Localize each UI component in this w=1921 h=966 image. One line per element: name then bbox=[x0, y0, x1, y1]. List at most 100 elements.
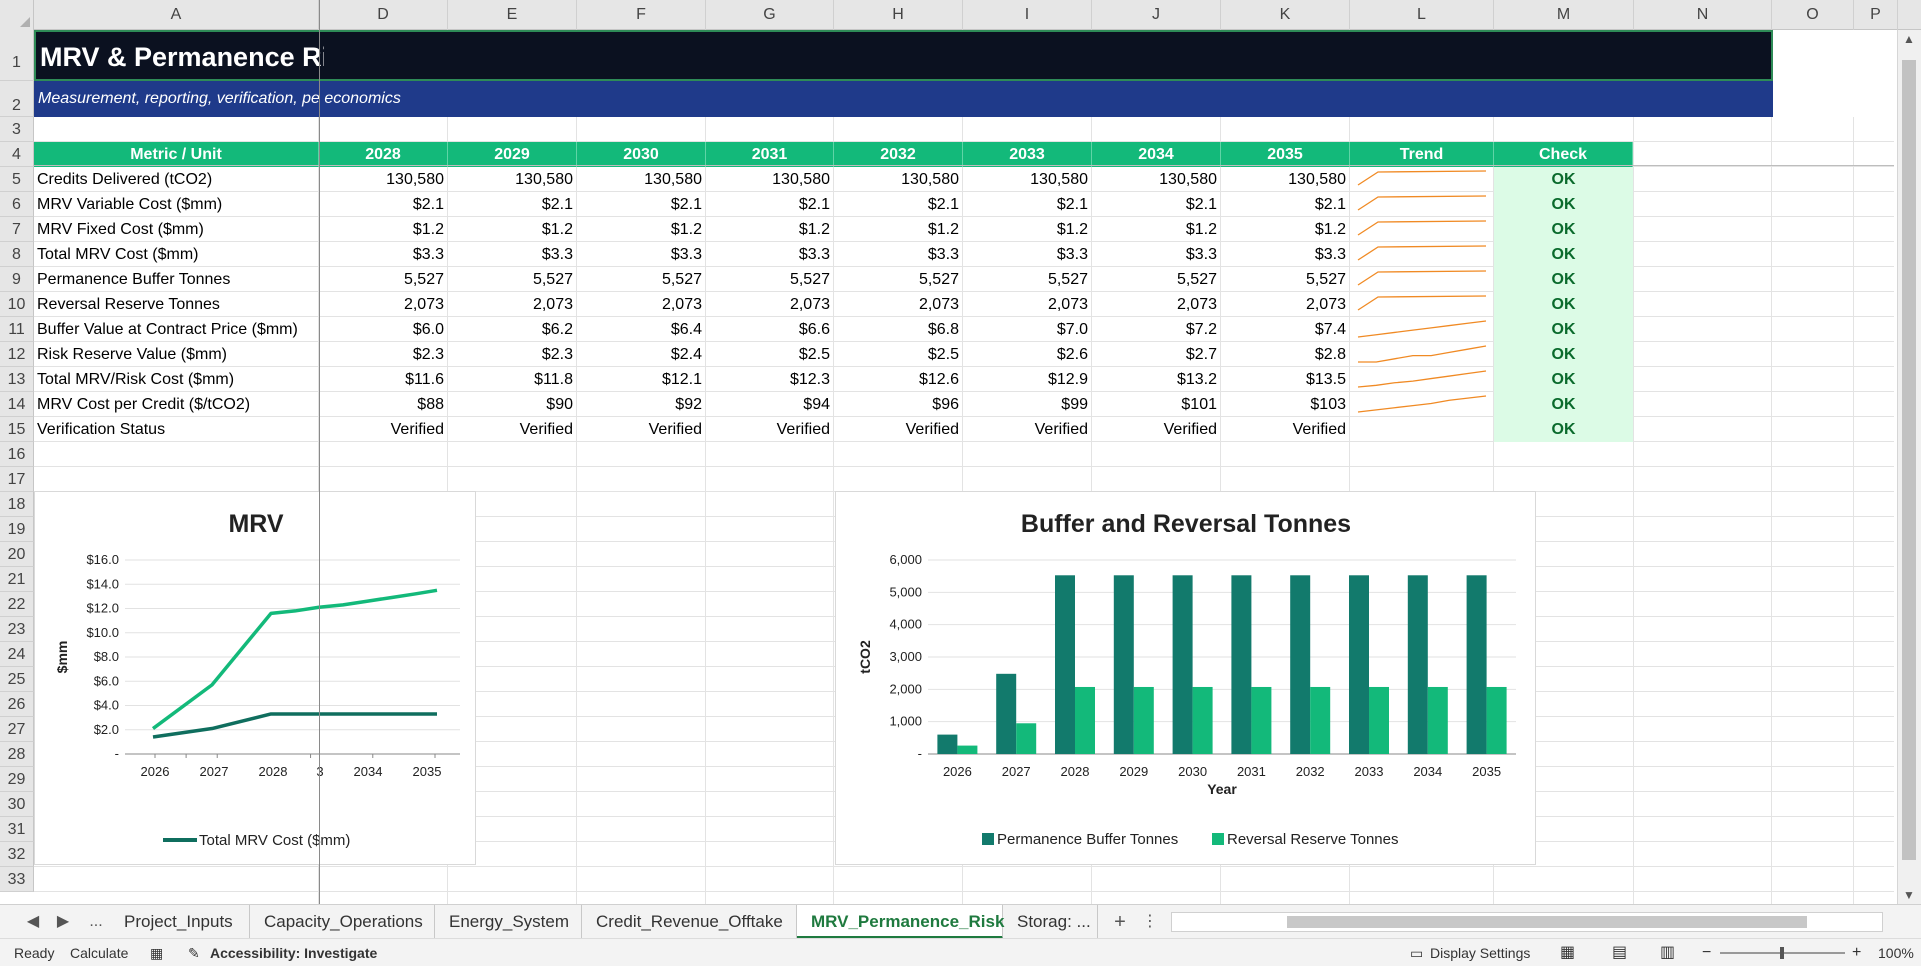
value-cell[interactable]: $1.2 bbox=[1314, 221, 1346, 238]
value-cell[interactable]: $3.3 bbox=[1185, 246, 1217, 263]
column-header-a[interactable]: A bbox=[34, 0, 319, 30]
row-header-5[interactable]: 5 bbox=[0, 167, 34, 192]
row-header-8[interactable]: 8 bbox=[0, 242, 34, 267]
header-cell-6[interactable]: 2033 bbox=[963, 142, 1092, 167]
value-cell[interactable]: $3.3 bbox=[927, 246, 959, 263]
row-header-27[interactable]: 27 bbox=[0, 717, 34, 742]
sheet-tab-energy-system[interactable]: Energy_System bbox=[435, 905, 582, 939]
row-header-19[interactable]: 19 bbox=[0, 517, 34, 542]
value-cell[interactable]: Verified bbox=[905, 421, 959, 438]
column-header-p[interactable]: P bbox=[1854, 0, 1898, 30]
value-cell[interactable]: $7.2 bbox=[1185, 321, 1217, 338]
value-cell[interactable]: $88 bbox=[417, 396, 444, 413]
scroll-up-icon[interactable]: ▲ bbox=[1903, 32, 1915, 46]
value-cell[interactable]: $6.2 bbox=[541, 321, 573, 338]
column-header-f[interactable]: F bbox=[577, 0, 706, 30]
row-header-12[interactable]: 12 bbox=[0, 342, 34, 367]
row-header-3[interactable]: 3 bbox=[0, 117, 34, 142]
value-cell[interactable]: $2.1 bbox=[670, 196, 702, 213]
value-cell[interactable]: $1.2 bbox=[1185, 221, 1217, 238]
value-cell[interactable]: $12.3 bbox=[789, 371, 830, 388]
header-cell-9[interactable]: Trend bbox=[1350, 142, 1494, 167]
header-cell-7[interactable]: 2034 bbox=[1092, 142, 1221, 167]
value-cell[interactable]: 2,073 bbox=[532, 296, 573, 313]
value-cell[interactable]: Verified bbox=[519, 421, 573, 438]
value-cell[interactable]: $2.5 bbox=[798, 346, 830, 363]
value-cell[interactable]: 130,580 bbox=[1288, 171, 1346, 188]
zoom-slider-thumb[interactable] bbox=[1780, 947, 1784, 959]
value-cell[interactable]: $1.2 bbox=[1056, 221, 1088, 238]
metric-label[interactable]: MRV Variable Cost ($mm) bbox=[37, 196, 223, 213]
value-cell[interactable]: $13.5 bbox=[1305, 371, 1346, 388]
value-cell[interactable]: $1.2 bbox=[412, 221, 444, 238]
value-cell[interactable]: $3.3 bbox=[670, 246, 702, 263]
vertical-scrollbar[interactable]: ▲ ▼ bbox=[1897, 30, 1921, 904]
row-header-13[interactable]: 13 bbox=[0, 367, 34, 392]
row-header-6[interactable]: 6 bbox=[0, 192, 34, 217]
sheet-tab-storag-[interactable]: Storag: ... bbox=[1003, 905, 1098, 939]
header-cell-2[interactable]: 2029 bbox=[448, 142, 577, 167]
value-cell[interactable]: 5,527 bbox=[532, 271, 573, 288]
value-cell[interactable]: Verified bbox=[1163, 421, 1217, 438]
row-header-28[interactable]: 28 bbox=[0, 742, 34, 767]
value-cell[interactable]: $99 bbox=[1061, 396, 1088, 413]
value-cell[interactable]: 2,073 bbox=[403, 296, 444, 313]
mrv-cost-chart[interactable]: MRV $mm - $2.0 $4.0 $6.0 $8.0 $10.0 $12.0 $14.0 $1… bbox=[34, 491, 476, 865]
row-header-11[interactable]: 11 bbox=[0, 317, 34, 342]
row-header-4[interactable]: 4 bbox=[0, 142, 34, 167]
metric-label[interactable]: Buffer Value at Contract Price ($mm) bbox=[37, 321, 298, 338]
value-cell[interactable]: 130,580 bbox=[901, 171, 959, 188]
row-header-14[interactable]: 14 bbox=[0, 392, 34, 417]
column-header-i[interactable]: I bbox=[963, 0, 1092, 30]
row-header-2[interactable]: 2 bbox=[0, 81, 34, 117]
value-cell[interactable]: $2.8 bbox=[1314, 346, 1346, 363]
row-header-18[interactable]: 18 bbox=[0, 492, 34, 517]
value-cell[interactable]: Verified bbox=[1292, 421, 1346, 438]
metric-label[interactable]: Permanence Buffer Tonnes bbox=[37, 271, 231, 288]
row-header-10[interactable]: 10 bbox=[0, 292, 34, 317]
page-layout-icon[interactable]: ▤ bbox=[1612, 944, 1628, 961]
header-cell-1[interactable]: 2028 bbox=[319, 142, 448, 167]
value-cell[interactable]: 2,073 bbox=[789, 296, 830, 313]
value-cell[interactable]: $2.1 bbox=[1056, 196, 1088, 213]
column-header-h[interactable]: H bbox=[834, 0, 963, 30]
value-cell[interactable]: 2,073 bbox=[1305, 296, 1346, 313]
value-cell[interactable]: $2.1 bbox=[798, 196, 830, 213]
value-cell[interactable]: 130,580 bbox=[515, 171, 573, 188]
row-header-22[interactable]: 22 bbox=[0, 592, 34, 617]
value-cell[interactable]: $2.1 bbox=[1185, 196, 1217, 213]
value-cell[interactable]: $2.1 bbox=[541, 196, 573, 213]
value-cell[interactable]: 2,073 bbox=[661, 296, 702, 313]
row-header-16[interactable]: 16 bbox=[0, 442, 34, 467]
value-cell[interactable]: $12.1 bbox=[661, 371, 702, 388]
page-break-icon[interactable]: ▥ bbox=[1660, 944, 1676, 961]
value-cell[interactable]: 5,527 bbox=[1305, 271, 1346, 288]
sheet-tab-capacity-operations[interactable]: Capacity_Operations bbox=[250, 905, 435, 939]
row-header-33[interactable]: 33 bbox=[0, 867, 34, 892]
zoom-in-button[interactable]: + bbox=[1852, 944, 1862, 961]
horizontal-scrollbar[interactable] bbox=[1171, 912, 1883, 932]
row-header-21[interactable]: 21 bbox=[0, 567, 34, 592]
row-header-30[interactable]: 30 bbox=[0, 792, 34, 817]
column-header-d[interactable]: D bbox=[319, 0, 448, 30]
display-settings-icon[interactable]: ▭ bbox=[1410, 945, 1424, 961]
row-header-20[interactable]: 20 bbox=[0, 542, 34, 567]
row-header-26[interactable]: 26 bbox=[0, 692, 34, 717]
value-cell[interactable]: $2.7 bbox=[1185, 346, 1217, 363]
value-cell[interactable]: $3.3 bbox=[541, 246, 573, 263]
check-status-badge[interactable]: OK bbox=[1494, 242, 1633, 267]
value-cell[interactable]: 130,580 bbox=[1030, 171, 1088, 188]
value-cell[interactable]: $2.4 bbox=[670, 346, 702, 363]
row-header-7[interactable]: 7 bbox=[0, 217, 34, 242]
subtitle-band[interactable]: Measurement, reporting, verification, pe… bbox=[34, 81, 1773, 117]
title-band[interactable]: MRV & Permanence Ri bbox=[34, 30, 1773, 81]
metric-label[interactable]: MRV Fixed Cost ($mm) bbox=[37, 221, 204, 238]
value-cell[interactable]: $2.5 bbox=[927, 346, 959, 363]
check-status-badge[interactable]: OK bbox=[1494, 417, 1633, 442]
calculate-button[interactable]: Calculate bbox=[70, 945, 129, 961]
sheet-tab-project-inputs[interactable]: Project_Inputs bbox=[110, 905, 250, 939]
tab-prev-icon[interactable]: ◀ bbox=[26, 913, 40, 930]
tab-more-button[interactable]: ... bbox=[89, 913, 103, 930]
zoom-level[interactable]: 100% bbox=[1878, 945, 1914, 961]
column-header-o[interactable]: O bbox=[1772, 0, 1854, 30]
